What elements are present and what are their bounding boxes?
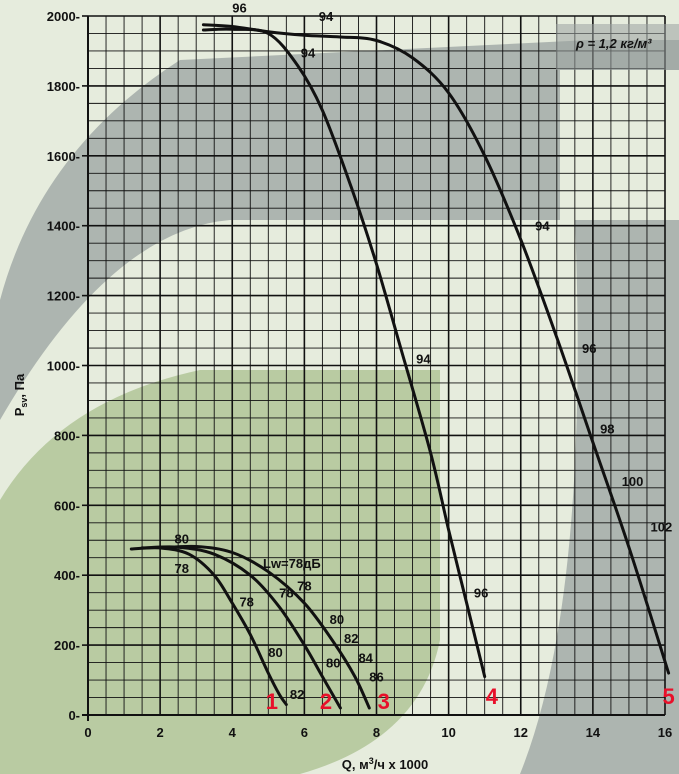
y-tick-label: 1400- — [47, 219, 80, 234]
density-box-bg — [556, 24, 679, 70]
x-tick-label: 4 — [229, 725, 237, 740]
green-band — [0, 370, 440, 774]
density-note: ρ = 1,2 кг/м³ — [575, 36, 652, 51]
y-tick-label: 400- — [54, 568, 80, 583]
density-box: ρ = 1,2 кг/м³ — [556, 24, 679, 70]
x-tick-label: 12 — [514, 725, 528, 740]
lw-level-label: 102 — [651, 519, 673, 534]
lw-level-label: 94 — [319, 9, 334, 24]
chart-labels: 8078788082788078808284869494969694949698… — [175, 0, 675, 714]
y-axis-sub: sv — [19, 398, 29, 408]
lw-level-label: 80 — [330, 612, 344, 627]
lw-level-label: 82 — [290, 687, 304, 702]
lw-level-label: 80 — [175, 532, 189, 547]
grey-band-right — [520, 220, 679, 774]
lw-level-label: 84 — [358, 650, 373, 665]
x-axis-title: Q, м3/ч x 1000 — [342, 756, 429, 772]
y-axis-title: Psv, Па — [12, 373, 29, 416]
lw-level-label: 80 — [268, 645, 282, 660]
lw-level-label: 78 — [175, 561, 189, 576]
x-tick-label: 14 — [586, 725, 601, 740]
curve-number-2: 2 — [320, 689, 332, 714]
lw-level-label: 94 — [416, 352, 431, 367]
y-axis-unit: , Па — [12, 373, 27, 398]
chart-series — [129, 23, 671, 710]
background-bands — [0, 40, 679, 774]
grey-band-top — [0, 40, 679, 420]
chart-axes: 0 2 4 6 8 10 12 14 160-200-400-600-800-1000-1200… — [47, 9, 672, 740]
x-axis-unit: /ч x 1000 — [374, 757, 429, 772]
x-tick-label: 8 — [373, 725, 380, 740]
lw-label: Lw=78дБ — [263, 556, 321, 571]
curve-number-5: 5 — [662, 684, 674, 709]
x-tick-label: 0 — [84, 725, 91, 740]
lw-level-label: 94 — [301, 46, 316, 61]
lw-level-label: 96 — [582, 341, 596, 356]
lw-level-label: 96 — [474, 586, 488, 601]
chart-grid — [87, 15, 666, 716]
y-tick-label: 200- — [54, 638, 80, 653]
curve-number-3: 3 — [378, 689, 390, 714]
x-tick-label: 16 — [658, 725, 672, 740]
y-tick-label: 1800- — [47, 79, 80, 94]
lw-level-label: 98 — [600, 421, 614, 436]
x-axis-sup: 3 — [369, 756, 374, 766]
lw-level-label: 78 — [279, 586, 293, 601]
y-tick-label: 1000- — [47, 359, 80, 374]
lw-level-label: 94 — [535, 219, 550, 234]
series-line-4 — [201, 27, 487, 679]
y-tick-label: 0- — [68, 708, 80, 723]
series-line-5 — [201, 23, 671, 675]
y-tick-label: 800- — [54, 428, 80, 443]
lw-level-label: 86 — [369, 670, 383, 685]
lw-level-label: 100 — [622, 474, 644, 489]
x-tick-label: 6 — [301, 725, 308, 740]
x-tick-label: 10 — [441, 725, 455, 740]
curve-number-1: 1 — [266, 689, 278, 714]
y-tick-label: 1200- — [47, 289, 80, 304]
lw-level-label: 82 — [344, 631, 358, 646]
lw-level-label: 96 — [232, 0, 246, 15]
x-tick-label: 2 — [157, 725, 164, 740]
lw-level-label: 78 — [239, 594, 253, 609]
curve-number-4: 4 — [486, 684, 499, 709]
lw-level-label: 80 — [326, 656, 340, 671]
lw-level-label: 78 — [297, 579, 311, 594]
y-tick-label: 600- — [54, 498, 80, 513]
y-tick-label: 2000- — [47, 9, 80, 24]
series-line-3 — [158, 544, 371, 710]
y-tick-label: 1600- — [47, 149, 80, 164]
